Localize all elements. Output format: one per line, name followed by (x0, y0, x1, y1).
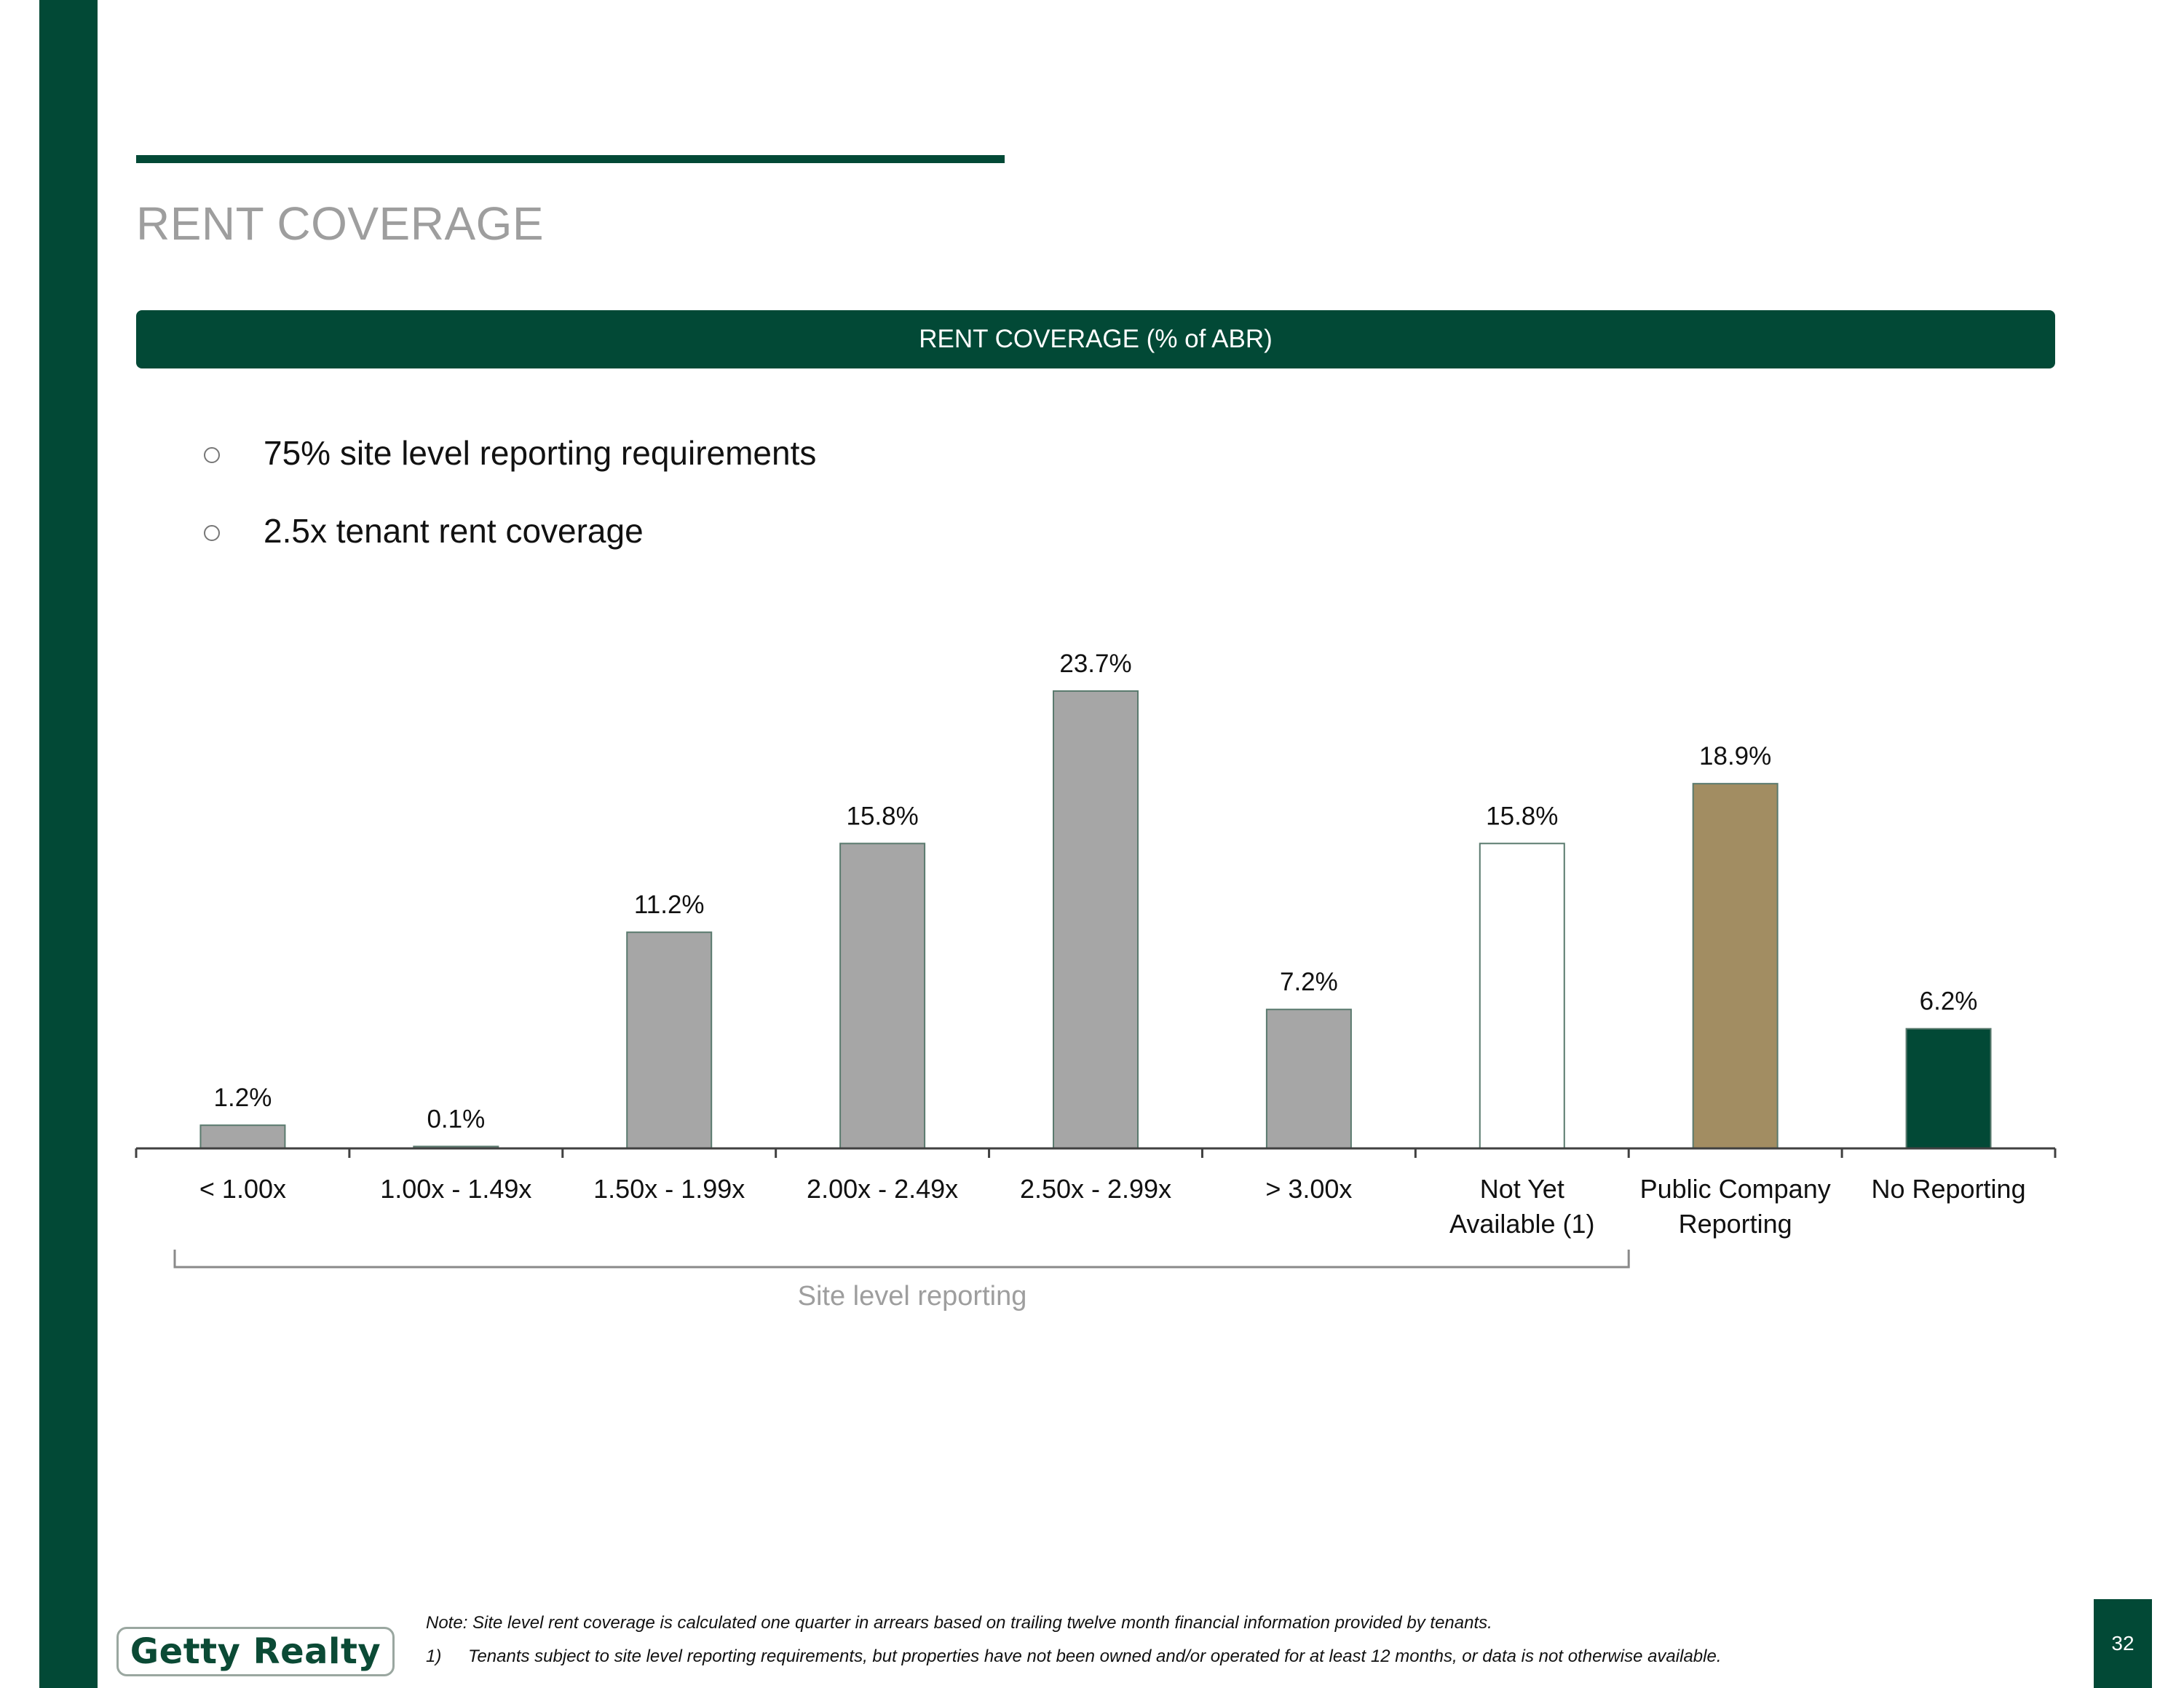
bullet-item: 2.5x tenant rent coverage (204, 492, 816, 569)
circle-bullet-icon (204, 446, 220, 463)
data-label: 11.2% (634, 891, 705, 919)
page-number-box: 32 (2094, 1599, 2152, 1688)
data-label: 15.8% (1486, 802, 1558, 830)
x-tick-label: Public Company (1640, 1174, 1831, 1204)
bar (1265, 1009, 1352, 1149)
bullet-text: 2.5x tenant rent coverage (264, 511, 644, 550)
logo-text: Getty Realty (130, 1631, 381, 1672)
bar (1053, 690, 1139, 1149)
bracket-label: Site level reporting (798, 1281, 1027, 1312)
x-tick-label: 2.50x - 2.99x (1020, 1174, 1171, 1204)
x-tick-label: 1.00x - 1.49x (380, 1174, 531, 1204)
x-tick-label: 1.50x - 1.99x (593, 1174, 745, 1204)
bullet-list: 75% site level reporting requirements 2.… (204, 414, 816, 569)
bar (1692, 783, 1779, 1150)
x-tick-label: Not Yet (1480, 1174, 1564, 1204)
bar (626, 931, 713, 1149)
left-accent-bar (39, 0, 98, 1688)
x-tick-label: < 1.00x (199, 1174, 286, 1204)
bar (839, 843, 926, 1150)
data-label: 15.8% (846, 802, 918, 830)
bar (199, 1124, 286, 1149)
data-label: 0.1% (427, 1105, 485, 1133)
x-tick-label: Reporting (1679, 1209, 1792, 1239)
data-label: 7.2% (1280, 968, 1338, 996)
data-label: 18.9% (1699, 742, 1771, 770)
page-number: 32 (2111, 1632, 2134, 1655)
x-tick-label: No Reporting (1871, 1174, 2025, 1204)
chart-banner-label: RENT COVERAGE (% of ABR) (919, 325, 1273, 353)
footnote-1: 1) Tenants subject to site level reportin… (426, 1640, 1721, 1673)
circle-bullet-icon (204, 524, 220, 541)
title-rule (136, 155, 1005, 163)
x-tick-label: Available (1) (1449, 1209, 1594, 1239)
footnote-note: Note: Site level rent coverage is calcul… (426, 1606, 1721, 1640)
page-title: RENT COVERAGE (136, 197, 545, 250)
footnote-number: 1) (426, 1646, 442, 1666)
bullet-text: 75% site level reporting requirements (264, 433, 817, 472)
data-label: 23.7% (1059, 650, 1131, 678)
footnotes: Note: Site level rent coverage is calcul… (426, 1606, 1721, 1673)
bar (1479, 843, 1565, 1150)
data-label: 1.2% (214, 1084, 272, 1112)
x-tick-label: 2.00x - 2.49x (807, 1174, 958, 1204)
data-label: 6.2% (1920, 987, 1978, 1016)
footnote-text: Tenants subject to site level reporting … (468, 1646, 1722, 1666)
bar (1905, 1028, 1992, 1149)
site-level-bracket (173, 1250, 1630, 1269)
bullet-item: 75% site level reporting requirements (204, 414, 816, 492)
chart-banner: RENT COVERAGE (% of ABR) (136, 310, 2055, 368)
footnote-text: Note: Site level rent coverage is calcul… (426, 1613, 1492, 1633)
x-tick-label: > 3.00x (1265, 1174, 1352, 1204)
company-logo: Getty Realty (116, 1627, 395, 1676)
